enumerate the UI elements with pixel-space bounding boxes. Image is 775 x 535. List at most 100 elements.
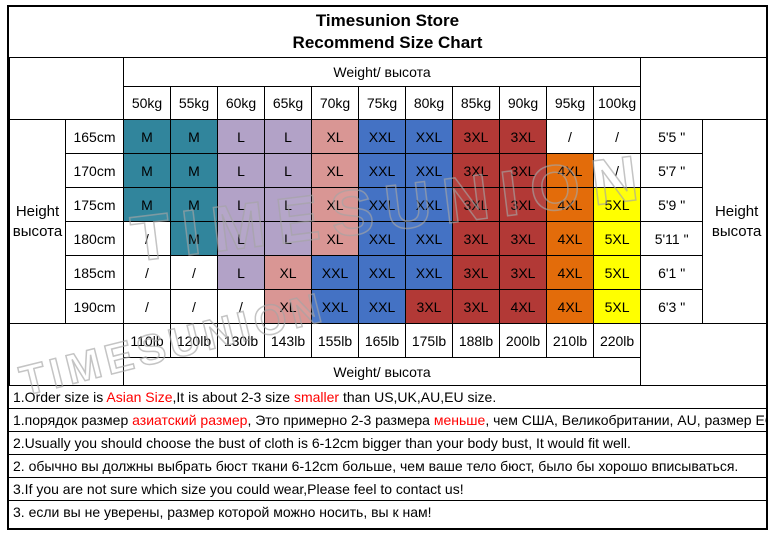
lb-cell: 188lb	[452, 323, 500, 358]
size-cell: M	[123, 187, 171, 222]
height-ft-cell: 6'3 "	[640, 289, 704, 324]
note-text-segment: , Это примерно 2-3 размера	[247, 412, 434, 428]
height-ft-cell: 5'5 "	[640, 119, 704, 154]
size-cell: 3XL	[499, 119, 547, 154]
size-cell: L	[217, 187, 265, 222]
table-row: 170cm M M L L XL XXL XXL 3XL 3XL 4XL / 5…	[10, 153, 767, 188]
size-cell: /	[123, 221, 171, 256]
height-label-left: Height высота	[9, 119, 66, 324]
lb-cell: 110lb	[123, 323, 171, 358]
kg-header-cell: 100kg	[592, 86, 642, 120]
table-row: 180cm / M L L XL XXL XXL 3XL 3XL 4XL 5XL…	[10, 221, 767, 256]
size-cell: 3XL	[452, 255, 500, 290]
size-cell: /	[217, 289, 265, 324]
height-label-text: Height	[15, 202, 60, 220]
lb-cell: 155lb	[311, 323, 359, 358]
size-cell: XL	[311, 119, 359, 154]
size-cell: M	[123, 119, 171, 154]
weight-footer-row: Weight/ высота	[10, 357, 767, 386]
size-cell: XXL	[405, 153, 453, 188]
size-cell: 4XL	[546, 153, 594, 188]
size-cell: XXL	[358, 153, 406, 188]
size-cell: /	[546, 119, 594, 154]
note-line-6: 3. если вы не уверены, размер которой мо…	[9, 501, 766, 523]
height-cm-cell: 165cm	[65, 119, 124, 154]
lb-cell: 220lb	[592, 323, 642, 358]
note-line-4: 2. обычно вы должны выбрать бюст ткани 6…	[9, 455, 766, 478]
height-ft-cell: 5'7 "	[640, 153, 704, 188]
size-cell: XXL	[405, 187, 453, 222]
size-cell: /	[170, 255, 218, 290]
size-cell: 5XL	[592, 187, 642, 222]
lb-cell: 120lb	[170, 323, 218, 358]
kg-header-row: 50kg 55kg 60kg 65kg 70kg 75kg 80kg 85kg …	[10, 86, 767, 120]
size-cell: XXL	[358, 289, 406, 324]
size-cell: XXL	[405, 119, 453, 154]
kg-header-cell: 85kg	[452, 86, 500, 120]
size-cell: 5XL	[592, 255, 642, 290]
corner-bottom-left	[9, 323, 124, 386]
note-text-segment: 1.Order size is	[13, 389, 107, 405]
size-cell: XXL	[358, 119, 406, 154]
height-label-text: высота	[711, 222, 762, 240]
notes-section: 1.Order size is Asian Size,It is about 2…	[9, 386, 766, 523]
height-ft-cell: 6'1 "	[640, 255, 704, 290]
kg-header-cell: 80kg	[405, 86, 453, 120]
size-cell: M	[123, 153, 171, 188]
note-text-segment: 2. обычно вы должны выбрать бюст ткани 6…	[13, 458, 739, 474]
table-row: 185cm / / L XL XXL XXL XXL 3XL 3XL 4XL 5…	[10, 255, 767, 290]
kg-header-cell: 70kg	[311, 86, 359, 120]
size-cell: 3XL	[452, 119, 500, 154]
size-cell: 3XL	[452, 221, 500, 256]
table-row: 175cm M M L L XL XXL XXL 3XL 3XL 4XL 5XL…	[10, 187, 767, 222]
kg-header-cell: 50kg	[123, 86, 171, 120]
height-ft-cell: 5'9 "	[640, 187, 704, 222]
size-cell: L	[264, 187, 312, 222]
size-cell: L	[217, 119, 265, 154]
note-text-segment: 1.порядок размер	[13, 412, 133, 428]
chart-frame: Timesunion Store Recommend Size Chart We…	[7, 5, 768, 530]
size-cell: M	[170, 187, 218, 222]
kg-header-cell: 90kg	[499, 86, 547, 120]
size-cell: XXL	[311, 289, 359, 324]
size-cell: L	[264, 221, 312, 256]
lb-cell: 210lb	[546, 323, 594, 358]
size-cell: 3XL	[499, 221, 547, 256]
size-cell: XL	[311, 187, 359, 222]
size-cell: 3XL	[499, 255, 547, 290]
size-cell: XXL	[358, 221, 406, 256]
kg-header-cell: 55kg	[170, 86, 218, 120]
lb-cell: 200lb	[499, 323, 547, 358]
size-cell: L	[264, 153, 312, 188]
size-cell: 3XL	[405, 289, 453, 324]
size-cell: M	[170, 153, 218, 188]
corner-bottom-right	[640, 323, 766, 386]
size-cell: 4XL	[546, 187, 594, 222]
size-cell: 3XL	[452, 187, 500, 222]
kg-header-cell: 65kg	[264, 86, 312, 120]
size-cell: 3XL	[452, 153, 500, 188]
weight-footer-cell: Weight/ высота	[122, 357, 642, 386]
size-cell: 4XL	[546, 289, 594, 324]
size-chart-table: Weight/ высота 50kg 55kg 60kg 65kg 70kg …	[9, 57, 767, 386]
kg-header-cell: 75kg	[358, 86, 406, 120]
note-text-segment: smaller	[293, 389, 340, 405]
size-cell: 4XL	[546, 255, 594, 290]
height-cm-cell: 170cm	[65, 153, 124, 188]
note-text-segment: 2.Usually you should choose the bust of …	[13, 435, 631, 451]
size-cell: /	[592, 153, 642, 188]
height-cm-cell: 185cm	[65, 255, 124, 290]
note-line-2: 1.порядок размер азиатский размер, Это п…	[9, 409, 766, 432]
weight-header-cell: Weight/ высота	[122, 57, 642, 87]
size-cell: XL	[311, 153, 359, 188]
size-cell: XXL	[311, 255, 359, 290]
note-text-segment: 3. если вы не уверены, размер которой мо…	[13, 504, 432, 520]
size-cell: /	[170, 289, 218, 324]
size-cell: /	[123, 289, 171, 324]
lb-footer-row: 110lb 120lb 130lb 143lb 155lb 165lb 175l…	[9, 323, 766, 386]
size-cell: L	[217, 255, 265, 290]
table-row: 190cm / / / XL XXL XXL 3XL 3XL 4XL 4XL 5…	[10, 289, 767, 324]
lb-cell: 143lb	[264, 323, 312, 358]
lb-cell: 165lb	[358, 323, 406, 358]
